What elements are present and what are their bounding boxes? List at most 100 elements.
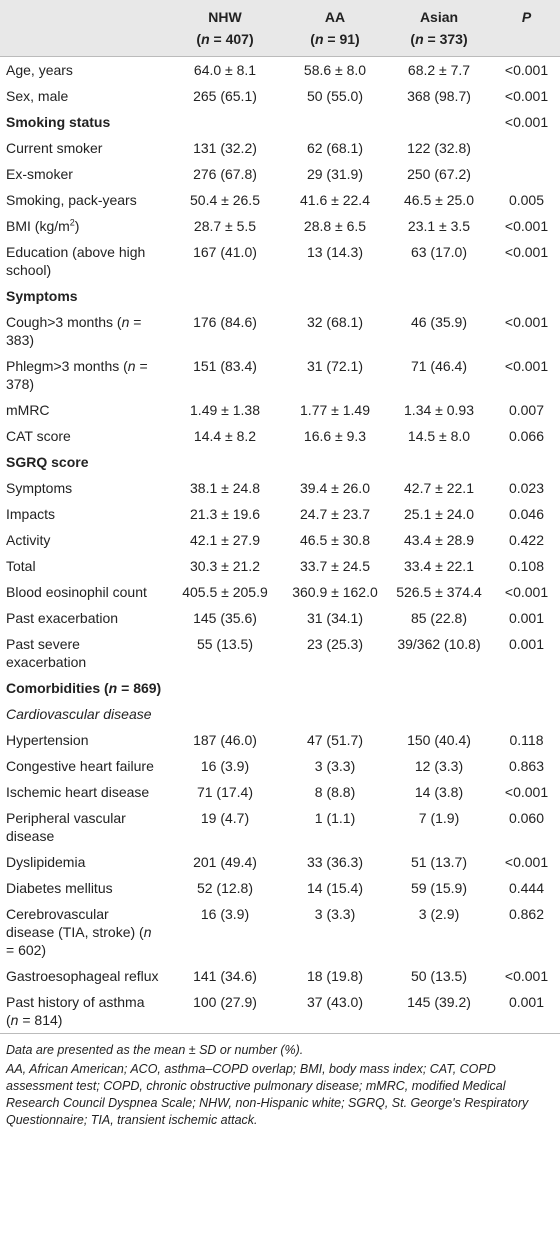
row-label: Hypertension — [6, 732, 89, 748]
value-cell: 42.7 ± 22.1 — [404, 480, 474, 496]
value-cell: 145 (39.2) — [407, 994, 471, 1010]
table-row: Peripheral vascular disease 19 (4.7) 1 (1.… — [0, 805, 560, 849]
value-cell: 50 (13.5) — [410, 968, 468, 984]
value-cell: 176 (84.6) — [193, 314, 257, 330]
table-row: Symptoms — [0, 283, 560, 309]
value-cell: 526.5 ± 374.4 — [396, 584, 482, 600]
value-cell: <0.001 — [504, 88, 549, 104]
value-cell: <0.001 — [504, 358, 549, 374]
value-cell: 28.7 ± 5.5 — [193, 218, 257, 234]
row-label: Ischemic heart disease — [6, 784, 150, 800]
table-row: Current smoker 131 (32.2) 62 (68.1) 122 (32… — [0, 135, 560, 161]
table-row: Dyslipidemia 201 (49.4) 33 (36.3) 51 (13.7)… — [0, 849, 560, 875]
row-label: Sex, male — [6, 88, 69, 104]
table-row: Phlegm>3 months (n = 378) 151 (83.4) 31 (7… — [0, 353, 560, 397]
italic-run: n — [415, 31, 424, 47]
row-label: Past history of asthma (n = 814) — [0, 989, 165, 1034]
italic-run: n — [314, 31, 324, 47]
table-row: Past history of asthma (n = 814) 100 (27.… — [0, 989, 560, 1034]
header-cell: Asian — [419, 9, 459, 25]
value-cell: <0.001 — [504, 244, 549, 260]
table-row: Total 30.3 ± 21.2 33.7 ± 24.5 33.4 ± 22.1 0.… — [0, 553, 560, 579]
header-cell — [493, 28, 560, 57]
italic-run: n — [10, 1012, 19, 1028]
value-cell: 21.3 ± 19.6 — [190, 506, 260, 522]
value-cell: 63 (17.0) — [410, 244, 468, 260]
value-cell: 131 (32.2) — [193, 140, 257, 156]
value-cell: 71 (46.4) — [410, 358, 468, 374]
value-cell: 360.9 ± 162.0 — [292, 584, 378, 600]
value-cell: 13 (14.3) — [306, 244, 364, 260]
value-cell: 0.444 — [508, 880, 545, 896]
value-cell: 46 (35.9) — [410, 314, 468, 330]
value-cell — [493, 135, 560, 161]
value-cell: 23 (25.3) — [306, 636, 364, 652]
row-label: Past severe exacerbation — [6, 636, 87, 670]
text-run: Cough>3 months ( — [6, 314, 122, 330]
row-label: Diabetes mellitus — [6, 880, 113, 896]
table-row: Comorbidities (n = 869) — [0, 675, 560, 701]
text-run: ( — [310, 31, 315, 47]
value-cell: 42.1 ± 27.9 — [190, 532, 260, 548]
text-run: = 869) — [117, 680, 162, 696]
row-label: Cardiovascular disease — [6, 706, 152, 722]
value-cell: 24.7 ± 23.7 — [300, 506, 370, 522]
italic-run: n — [121, 314, 130, 330]
value-cell: 0.862 — [508, 906, 545, 922]
value-cell: 187 (46.0) — [193, 732, 257, 748]
text-run: = 383) — [6, 314, 142, 348]
value-cell: 16 (3.9) — [200, 758, 250, 774]
value-cell: <0.001 — [504, 62, 549, 78]
value-cell: 141 (34.6) — [193, 968, 257, 984]
value-cell: 33.4 ± 22.1 — [404, 558, 474, 574]
value-cell: 0.066 — [508, 428, 545, 444]
table-row: CAT score 14.4 ± 8.2 16.6 ± 9.3 14.5 ± 8.0 0… — [0, 423, 560, 449]
value-cell: 29 (31.9) — [306, 166, 364, 182]
row-label: BMI (kg/m2) — [0, 213, 165, 239]
value-cell: 3 (3.3) — [314, 906, 356, 922]
value-cell: 30.3 ± 21.2 — [190, 558, 260, 574]
value-cell: 28.8 ± 6.5 — [303, 218, 367, 234]
value-cell: 122 (32.8) — [407, 140, 471, 156]
text-run: = 602) — [6, 942, 47, 958]
italic-run: P — [521, 9, 532, 25]
value-cell: <0.001 — [504, 968, 549, 984]
value-cell: 1 (1.1) — [314, 810, 356, 826]
value-cell: 19 (4.7) — [200, 810, 250, 826]
value-cell: 23.1 ± 3.5 — [407, 218, 471, 234]
value-cell: 1.77 ± 1.49 — [300, 402, 370, 418]
italic-run: n — [143, 924, 152, 940]
footnote: AA, African American; ACO, asthma–COPD o… — [6, 1062, 529, 1127]
header-row: (n = 407) (n = 91) (n = 373) — [0, 28, 560, 57]
value-cell: 0.001 — [508, 610, 545, 626]
value-cell: 150 (40.4) — [407, 732, 471, 748]
value-cell: 14.5 ± 8.0 — [407, 428, 471, 444]
value-cell: 100 (27.9) — [193, 994, 257, 1010]
row-label: Smoking status — [6, 114, 111, 130]
value-cell: 14.4 ± 8.2 — [193, 428, 257, 444]
row-label: Comorbidities (n = 869) — [0, 675, 560, 701]
value-cell: 51 (13.7) — [410, 854, 468, 870]
table-row: BMI (kg/m2) 28.7 ± 5.5 28.8 ± 6.5 23.1 ± 3.… — [0, 213, 560, 239]
value-cell: 0.108 — [508, 558, 545, 574]
row-label: Cerebrovascular disease (TIA, stroke) (n… — [0, 901, 165, 963]
value-cell: 0.001 — [508, 636, 545, 652]
value-cell: 3 (2.9) — [418, 906, 460, 922]
value-cell: 46.5 ± 30.8 — [300, 532, 370, 548]
row-label: SGRQ score — [6, 454, 89, 470]
row-label: Age, years — [6, 62, 73, 78]
value-cell: 50.4 ± 26.5 — [190, 192, 260, 208]
value-cell: <0.001 — [504, 314, 549, 330]
value-cell: 50 (55.0) — [306, 88, 364, 104]
row-label: Congestive heart failure — [6, 758, 154, 774]
table-row: Gastroesophageal reflux 141 (34.6) 18 (19.… — [0, 963, 560, 989]
value-cell: 368 (98.7) — [407, 88, 471, 104]
value-cell: 3 (3.3) — [314, 758, 356, 774]
header-cell: (n = 373) — [385, 28, 493, 57]
table-row: Past severe exacerbation 55 (13.5) 23 (25.… — [0, 631, 560, 675]
value-cell: 38.1 ± 24.8 — [190, 480, 260, 496]
text-run: = 91) — [323, 31, 360, 47]
header-cell — [0, 28, 165, 57]
table-row: Impacts 21.3 ± 19.6 24.7 ± 23.7 25.1 ± 24.0… — [0, 501, 560, 527]
